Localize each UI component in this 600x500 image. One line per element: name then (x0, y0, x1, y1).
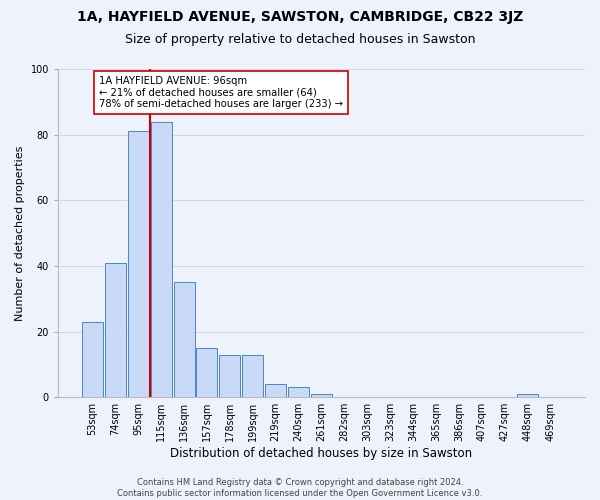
Bar (151, 122, 172, 397)
Bar (196, 348, 217, 397)
Text: Size of property relative to detached houses in Sawston: Size of property relative to detached ho… (125, 32, 475, 46)
Bar (128, 132, 149, 397)
Bar (517, 394, 538, 397)
Bar (105, 262, 126, 397)
Bar (265, 384, 286, 397)
Text: 1A, HAYFIELD AVENUE, SAWSTON, CAMBRIDGE, CB22 3JZ: 1A, HAYFIELD AVENUE, SAWSTON, CAMBRIDGE,… (77, 10, 523, 24)
Text: 1A HAYFIELD AVENUE: 96sqm
← 21% of detached houses are smaller (64)
78% of semi-: 1A HAYFIELD AVENUE: 96sqm ← 21% of detac… (100, 76, 343, 109)
Bar (311, 394, 332, 397)
Bar (288, 388, 309, 397)
Y-axis label: Number of detached properties: Number of detached properties (15, 146, 25, 321)
Bar (242, 354, 263, 397)
Text: Contains HM Land Registry data © Crown copyright and database right 2024.
Contai: Contains HM Land Registry data © Crown c… (118, 478, 482, 498)
Bar (82, 322, 103, 397)
Bar (173, 282, 194, 397)
X-axis label: Distribution of detached houses by size in Sawston: Distribution of detached houses by size … (170, 447, 473, 460)
Bar (220, 354, 241, 397)
